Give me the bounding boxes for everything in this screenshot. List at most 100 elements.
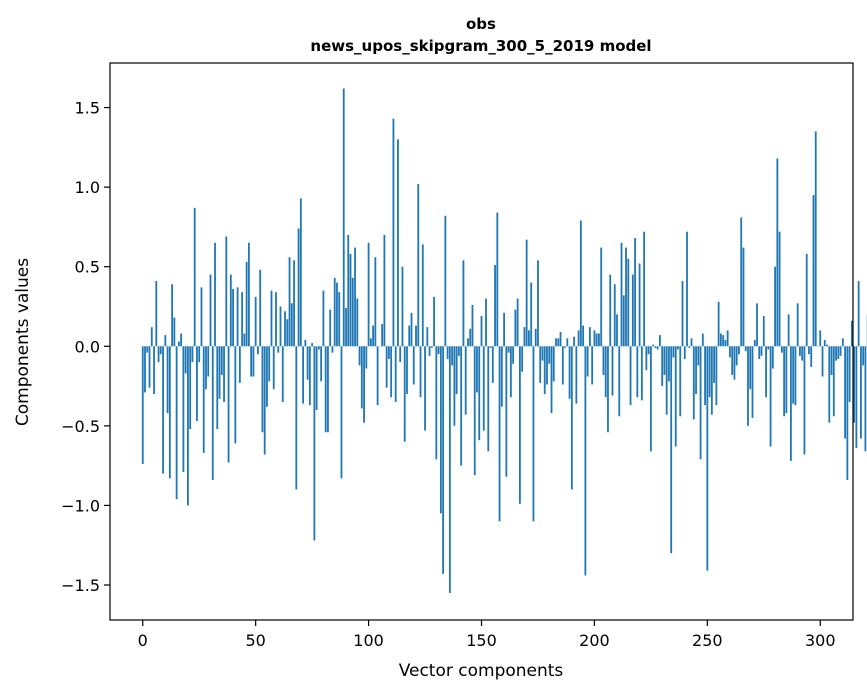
bar-77	[315, 346, 318, 410]
bar-238	[679, 346, 682, 417]
bar-12	[168, 346, 171, 479]
bar-115	[401, 266, 404, 347]
bar-141	[460, 346, 463, 466]
bar-267	[744, 346, 747, 352]
bar-196	[584, 346, 587, 576]
bar-10	[164, 335, 167, 347]
bar-127	[428, 346, 431, 356]
bar-97	[360, 346, 363, 409]
bar-42	[236, 287, 239, 347]
bar-73	[306, 346, 309, 380]
bar-95	[356, 298, 359, 347]
bar-58	[272, 346, 275, 390]
bar-289	[794, 346, 797, 406]
bar-233	[668, 346, 670, 382]
bar-36	[223, 346, 225, 402]
bar-145	[469, 328, 472, 347]
bar-257	[722, 335, 725, 347]
bar-38	[227, 346, 230, 463]
bar-5	[153, 346, 155, 395]
bar-247	[699, 346, 702, 460]
bar-265	[740, 217, 743, 347]
bar-2	[146, 346, 149, 353]
bar-75	[311, 343, 314, 347]
bar-315	[853, 346, 856, 423]
bar-41	[234, 346, 237, 444]
bar-3	[148, 346, 151, 388]
bar-175	[537, 260, 539, 347]
bar-51	[257, 346, 259, 355]
bar-258	[724, 339, 727, 347]
bar-261	[731, 346, 734, 375]
bar-205	[604, 346, 607, 398]
bar-198	[589, 327, 591, 347]
bar-168	[521, 346, 524, 372]
bar-94	[354, 247, 356, 347]
bar-297	[812, 195, 815, 347]
bar-195	[582, 325, 585, 347]
bar-72	[304, 339, 307, 347]
bar-183	[555, 338, 557, 347]
bar-246	[697, 346, 700, 366]
bar-20	[187, 346, 189, 506]
bar-222	[643, 231, 646, 347]
bar-135	[446, 346, 449, 359]
bar-90	[345, 308, 347, 347]
bar-213	[622, 295, 625, 347]
bar-271	[753, 339, 756, 347]
bar-206	[607, 346, 609, 433]
bar-253	[713, 346, 716, 383]
bar-61	[279, 306, 282, 347]
y-tick-label-6: 1.5	[75, 99, 100, 118]
bar-276	[765, 346, 767, 398]
bar-118	[408, 325, 411, 347]
bar-119	[410, 312, 413, 347]
bar-209	[613, 284, 616, 347]
bar-200	[593, 330, 596, 347]
bar-79	[320, 346, 323, 382]
bar-318	[860, 346, 862, 439]
bar-208	[611, 346, 614, 396]
bar-100	[367, 242, 370, 347]
bar-292	[801, 346, 804, 361]
bar-37	[225, 236, 228, 347]
bar-23	[193, 207, 196, 347]
bar-255	[717, 301, 720, 347]
bar-306	[832, 346, 835, 417]
bar-144	[467, 338, 469, 347]
bar-178	[543, 346, 546, 395]
bar-28	[205, 346, 207, 390]
bar-91	[347, 234, 350, 347]
bar-217	[631, 274, 634, 347]
bar-15	[175, 346, 178, 500]
bar-157	[496, 212, 499, 347]
bar-188	[566, 338, 569, 347]
bar-269	[749, 346, 752, 390]
bar-133	[442, 346, 445, 574]
bar-181	[550, 346, 553, 414]
bar-85	[333, 277, 336, 347]
bar-317	[857, 281, 860, 347]
bar-140	[458, 346, 460, 356]
bar-86	[336, 282, 338, 347]
bar-136	[448, 346, 451, 593]
bar-319	[862, 346, 865, 366]
bar-280	[774, 266, 776, 347]
bar-259	[726, 330, 729, 347]
bar-27	[202, 346, 205, 453]
bar-320	[864, 346, 867, 452]
bar-114	[399, 346, 402, 363]
bar-21	[189, 346, 192, 430]
bar-163	[509, 346, 512, 398]
bar-291	[799, 346, 801, 356]
bar-263	[735, 346, 738, 366]
bar-80	[322, 290, 325, 347]
bar-128	[430, 346, 433, 348]
bar-65	[288, 257, 291, 347]
bar-158	[498, 346, 501, 522]
bar-314	[850, 320, 853, 347]
bar-40	[232, 288, 234, 347]
bar-210	[616, 314, 618, 347]
bar-189	[568, 346, 571, 399]
bar-264	[738, 346, 740, 355]
